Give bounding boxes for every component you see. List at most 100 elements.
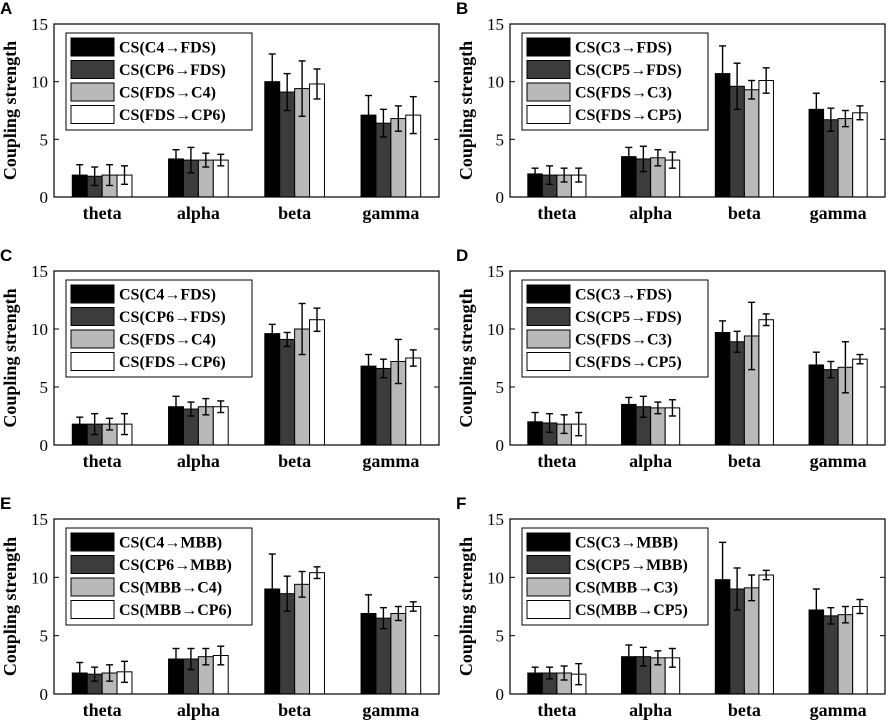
error-bar-alpha-s3 bbox=[654, 401, 662, 415]
error-bar-beta-s4 bbox=[313, 307, 321, 333]
x-tick-label-gamma: gamma bbox=[810, 700, 867, 720]
panel-letter: A bbox=[0, 0, 12, 18]
error-bar-theta-s3 bbox=[106, 164, 114, 187]
bar-gamma-s3 bbox=[390, 613, 407, 695]
panel-letter: B bbox=[456, 0, 468, 18]
panel-c: C Coupling strength 0 5 10 15 theta alpha beta ga… bbox=[0, 246, 440, 471]
axes-frame bbox=[509, 23, 886, 198]
y-tick-label: 5 bbox=[496, 378, 505, 397]
error-bar-alpha-s4 bbox=[668, 647, 676, 668]
error-bar-beta-s4 bbox=[762, 569, 770, 581]
panel-a: A Coupling strength 0 5 10 15 theta alpha beta ga… bbox=[0, 0, 440, 223]
legend-swatch-4 bbox=[70, 105, 115, 124]
error-bar-beta-s4 bbox=[313, 566, 321, 580]
y-axis-label: Coupling strength bbox=[0, 537, 20, 676]
bar-beta-s4 bbox=[758, 319, 774, 446]
error-bar-gamma-s4 bbox=[409, 349, 417, 367]
bar-gamma-s2 bbox=[823, 369, 839, 446]
legend-label-2: CS(CP5→FDS) bbox=[575, 62, 682, 79]
legend: CS(C3→FDS) CS(CP5→FDS) CS(FDS→C3) CS(FDS→CP… bbox=[521, 32, 709, 131]
legend-label-1: CS(C3→FDS) bbox=[575, 40, 672, 57]
y-tick-label: 5 bbox=[40, 130, 49, 149]
error-bar-beta-s2 bbox=[283, 331, 291, 348]
y-tick-label: 0 bbox=[40, 685, 49, 704]
bar-gamma-s3 bbox=[837, 118, 854, 198]
legend-label-3: CS(FDS→C4) bbox=[119, 332, 216, 349]
y-tick-label: 10 bbox=[487, 568, 504, 587]
legend-label-2: CS(CP6→FDS) bbox=[119, 62, 226, 79]
error-bar-theta-s3 bbox=[560, 167, 568, 183]
legend-swatch-2 bbox=[70, 307, 115, 326]
panel-d: D Coupling strength 0 5 10 15 theta alpha beta ga… bbox=[456, 246, 886, 471]
bar-gamma-s4 bbox=[852, 358, 868, 446]
x-tick-label-alpha: alpha bbox=[629, 451, 672, 471]
error-bar-alpha-s1 bbox=[172, 395, 180, 418]
y-tick-label: 0 bbox=[496, 188, 505, 207]
error-bar-alpha-s3 bbox=[202, 152, 210, 168]
error-bar-gamma-s2 bbox=[827, 606, 835, 625]
legend-label-4: CS(FDS→CP6) bbox=[119, 107, 226, 124]
axes-frame bbox=[53, 270, 440, 446]
error-bar-beta-s3 bbox=[748, 301, 756, 371]
error-bar-beta-s1 bbox=[719, 45, 727, 102]
legend-label-4: CS(FDS→CP5) bbox=[575, 354, 682, 371]
legend-swatch-4 bbox=[526, 600, 571, 619]
y-tick-label: 5 bbox=[40, 378, 49, 397]
legend-swatch-3 bbox=[70, 329, 115, 349]
legend-swatch-2 bbox=[70, 555, 115, 574]
error-bar-alpha-s1 bbox=[625, 396, 633, 413]
legend-swatch-3 bbox=[526, 577, 571, 597]
legend-swatch-3 bbox=[526, 329, 571, 349]
error-bar-theta-s3 bbox=[106, 664, 114, 682]
legend-swatch-1 bbox=[526, 284, 571, 304]
error-bar-theta-s2 bbox=[91, 412, 99, 436]
y-axis-label: Coupling strength bbox=[456, 288, 476, 427]
legend-swatch-2 bbox=[70, 60, 115, 79]
error-bar-theta-s2 bbox=[546, 412, 554, 433]
error-bar-alpha-s1 bbox=[172, 647, 180, 671]
y-tick-label: 5 bbox=[496, 627, 505, 646]
x-tick-label-gamma: gamma bbox=[362, 700, 419, 720]
error-bar-theta-s3 bbox=[560, 414, 568, 435]
error-bar-gamma-s3 bbox=[394, 605, 402, 622]
x-tick-label-theta: theta bbox=[83, 451, 122, 471]
panel-e: E Coupling strength 0 5 10 15 theta alpha beta ga… bbox=[0, 494, 440, 720]
bar-gamma-s3 bbox=[837, 614, 854, 695]
error-bar-gamma-s1 bbox=[812, 588, 820, 632]
y-axis-label: Coupling strength bbox=[456, 41, 476, 180]
panel-b: B Coupling strength 0 5 10 15 theta alpha beta ga… bbox=[456, 0, 886, 223]
error-bar-beta-s2 bbox=[733, 62, 741, 111]
legend-swatch-2 bbox=[526, 307, 571, 326]
panel-letter: C bbox=[0, 246, 12, 265]
error-bar-alpha-s4 bbox=[217, 400, 225, 414]
y-tick-label: 10 bbox=[487, 320, 504, 339]
x-tick-label-alpha: alpha bbox=[177, 700, 220, 720]
error-bar-gamma-s1 bbox=[812, 351, 820, 379]
x-tick-label-alpha: alpha bbox=[177, 203, 220, 223]
legend-label-4: CS(MBB→CP6) bbox=[119, 602, 232, 619]
legend-swatch-4 bbox=[526, 352, 571, 371]
x-tick-label-alpha: alpha bbox=[629, 203, 672, 223]
legend-label-1: CS(C4→FDS) bbox=[119, 40, 216, 57]
error-bar-theta-s1 bbox=[531, 411, 539, 432]
legend-swatch-1 bbox=[70, 532, 115, 552]
axes-frame bbox=[53, 23, 440, 198]
x-tick-label-alpha: alpha bbox=[629, 700, 672, 720]
bar-gamma-s2 bbox=[375, 367, 392, 446]
error-bar-alpha-s2 bbox=[187, 146, 195, 174]
bar-beta-s3 bbox=[743, 89, 760, 198]
bar-beta-s1 bbox=[714, 331, 731, 446]
legend-label-4: CS(FDS→CP5) bbox=[575, 107, 682, 124]
y-tick-label: 10 bbox=[31, 73, 48, 92]
legend-label-2: CS(CP5→MBB) bbox=[575, 557, 688, 574]
bar-beta-s2 bbox=[729, 341, 745, 446]
error-bar-theta-s4 bbox=[575, 167, 583, 183]
error-bar-theta-s1 bbox=[76, 661, 84, 685]
y-tick-label: 5 bbox=[496, 130, 505, 149]
legend-label-1: CS(C4→FDS) bbox=[119, 287, 216, 304]
legend-label-3: CS(MBB→C4) bbox=[119, 580, 222, 597]
y-tick-label: 10 bbox=[31, 568, 48, 587]
bar-beta-s4 bbox=[309, 83, 325, 198]
error-bar-theta-s1 bbox=[76, 416, 84, 432]
